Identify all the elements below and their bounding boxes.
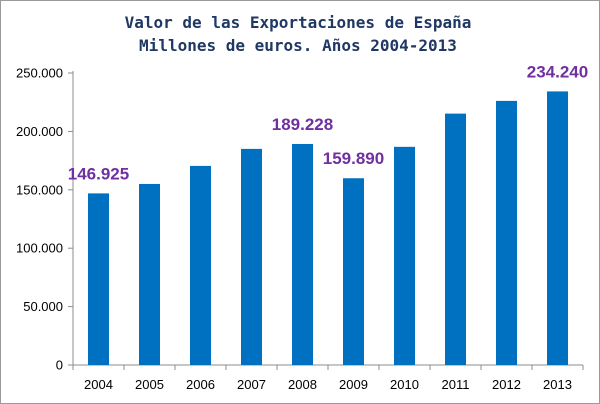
x-tick-label: 2012 — [492, 377, 521, 392]
bar-2012 — [496, 100, 517, 366]
y-tick-label: 50.000 — [23, 299, 63, 314]
x-tick-label: 2008 — [288, 377, 317, 392]
labels-layer: 146.925 189.228 159.890 234.240 — [68, 62, 588, 183]
bar-2005 — [139, 183, 160, 365]
y-tick-label: 150.000 — [16, 182, 63, 197]
x-tick-label: 2004 — [84, 377, 113, 392]
chart-title-line-2: Millones de euros. Años 2004-2013 — [139, 36, 457, 55]
chart-title-line-1: Valor de las Exportaciones de España — [125, 13, 472, 32]
bar-2010 — [394, 146, 415, 365]
x-tick-label: 2005 — [135, 377, 164, 392]
y-tick-label: 250.000 — [16, 66, 63, 81]
data-label-2008: 189.228 — [272, 115, 333, 134]
x-tick-label: 2011 — [442, 377, 470, 392]
x-tick-label: 2010 — [390, 377, 419, 392]
bar-2013 — [547, 91, 568, 365]
x-tick-label: 2013 — [543, 377, 572, 392]
bar-2006 — [190, 165, 211, 365]
bars-layer — [88, 91, 568, 366]
x-tick-label: 2009 — [339, 377, 368, 392]
data-label-2004: 146.925 — [68, 164, 129, 183]
bar-2011 — [445, 113, 466, 365]
data-label-2009: 159.890 — [323, 149, 384, 168]
data-label-2013: 234.240 — [527, 62, 588, 81]
y-tick-label: 100.000 — [16, 241, 63, 256]
x-tick-label: 2006 — [186, 377, 215, 392]
bar-2009 — [343, 178, 364, 365]
bar-2007 — [241, 148, 262, 365]
y-tick-label: 200.000 — [16, 124, 63, 139]
x-tick-label: 2007 — [237, 377, 266, 392]
bar-2004 — [88, 193, 109, 365]
bar-2008 — [292, 143, 313, 365]
y-tick-label: 0 — [56, 358, 63, 373]
axes-layer: 0 50.000 100.000 150.000 200.000 250.000 2004 2… — [16, 66, 584, 392]
